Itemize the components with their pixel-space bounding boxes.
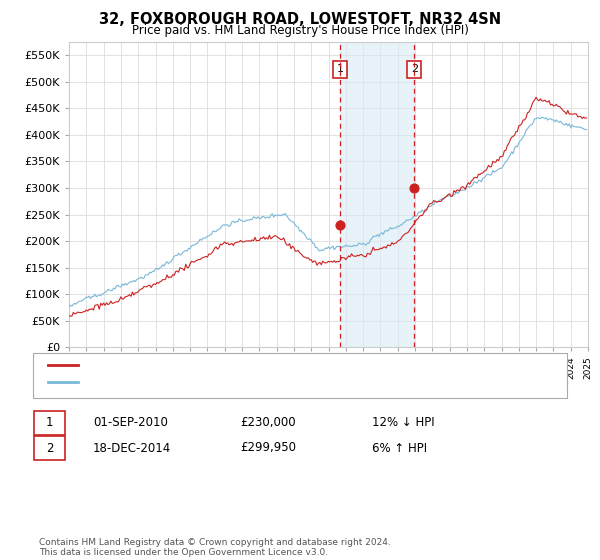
- Text: Contains HM Land Registry data © Crown copyright and database right 2024.
This d: Contains HM Land Registry data © Crown c…: [39, 538, 391, 557]
- Point: [335, 221, 345, 230]
- Text: 12% ↓ HPI: 12% ↓ HPI: [372, 416, 434, 430]
- Text: 6% ↑ HPI: 6% ↑ HPI: [372, 441, 427, 455]
- Text: 1: 1: [46, 416, 53, 430]
- Bar: [340, 42, 415, 347]
- Text: 2: 2: [411, 64, 418, 74]
- Text: 2: 2: [46, 441, 53, 455]
- Text: 32, FOXBOROUGH ROAD, LOWESTOFT, NR32 4SN (detached house): 32, FOXBOROUGH ROAD, LOWESTOFT, NR32 4SN…: [81, 360, 433, 370]
- Text: Price paid vs. HM Land Registry's House Price Index (HPI): Price paid vs. HM Land Registry's House …: [131, 24, 469, 36]
- Text: £299,950: £299,950: [240, 441, 296, 455]
- Text: 32, FOXBOROUGH ROAD, LOWESTOFT, NR32 4SN: 32, FOXBOROUGH ROAD, LOWESTOFT, NR32 4SN: [99, 12, 501, 27]
- Point: [410, 184, 419, 193]
- Text: 18-DEC-2014: 18-DEC-2014: [93, 441, 171, 455]
- Text: £230,000: £230,000: [240, 416, 296, 430]
- Text: 01-SEP-2010: 01-SEP-2010: [93, 416, 168, 430]
- Text: 1: 1: [337, 64, 344, 74]
- Text: HPI: Average price, detached house, East Suffolk: HPI: Average price, detached house, East…: [81, 377, 336, 387]
